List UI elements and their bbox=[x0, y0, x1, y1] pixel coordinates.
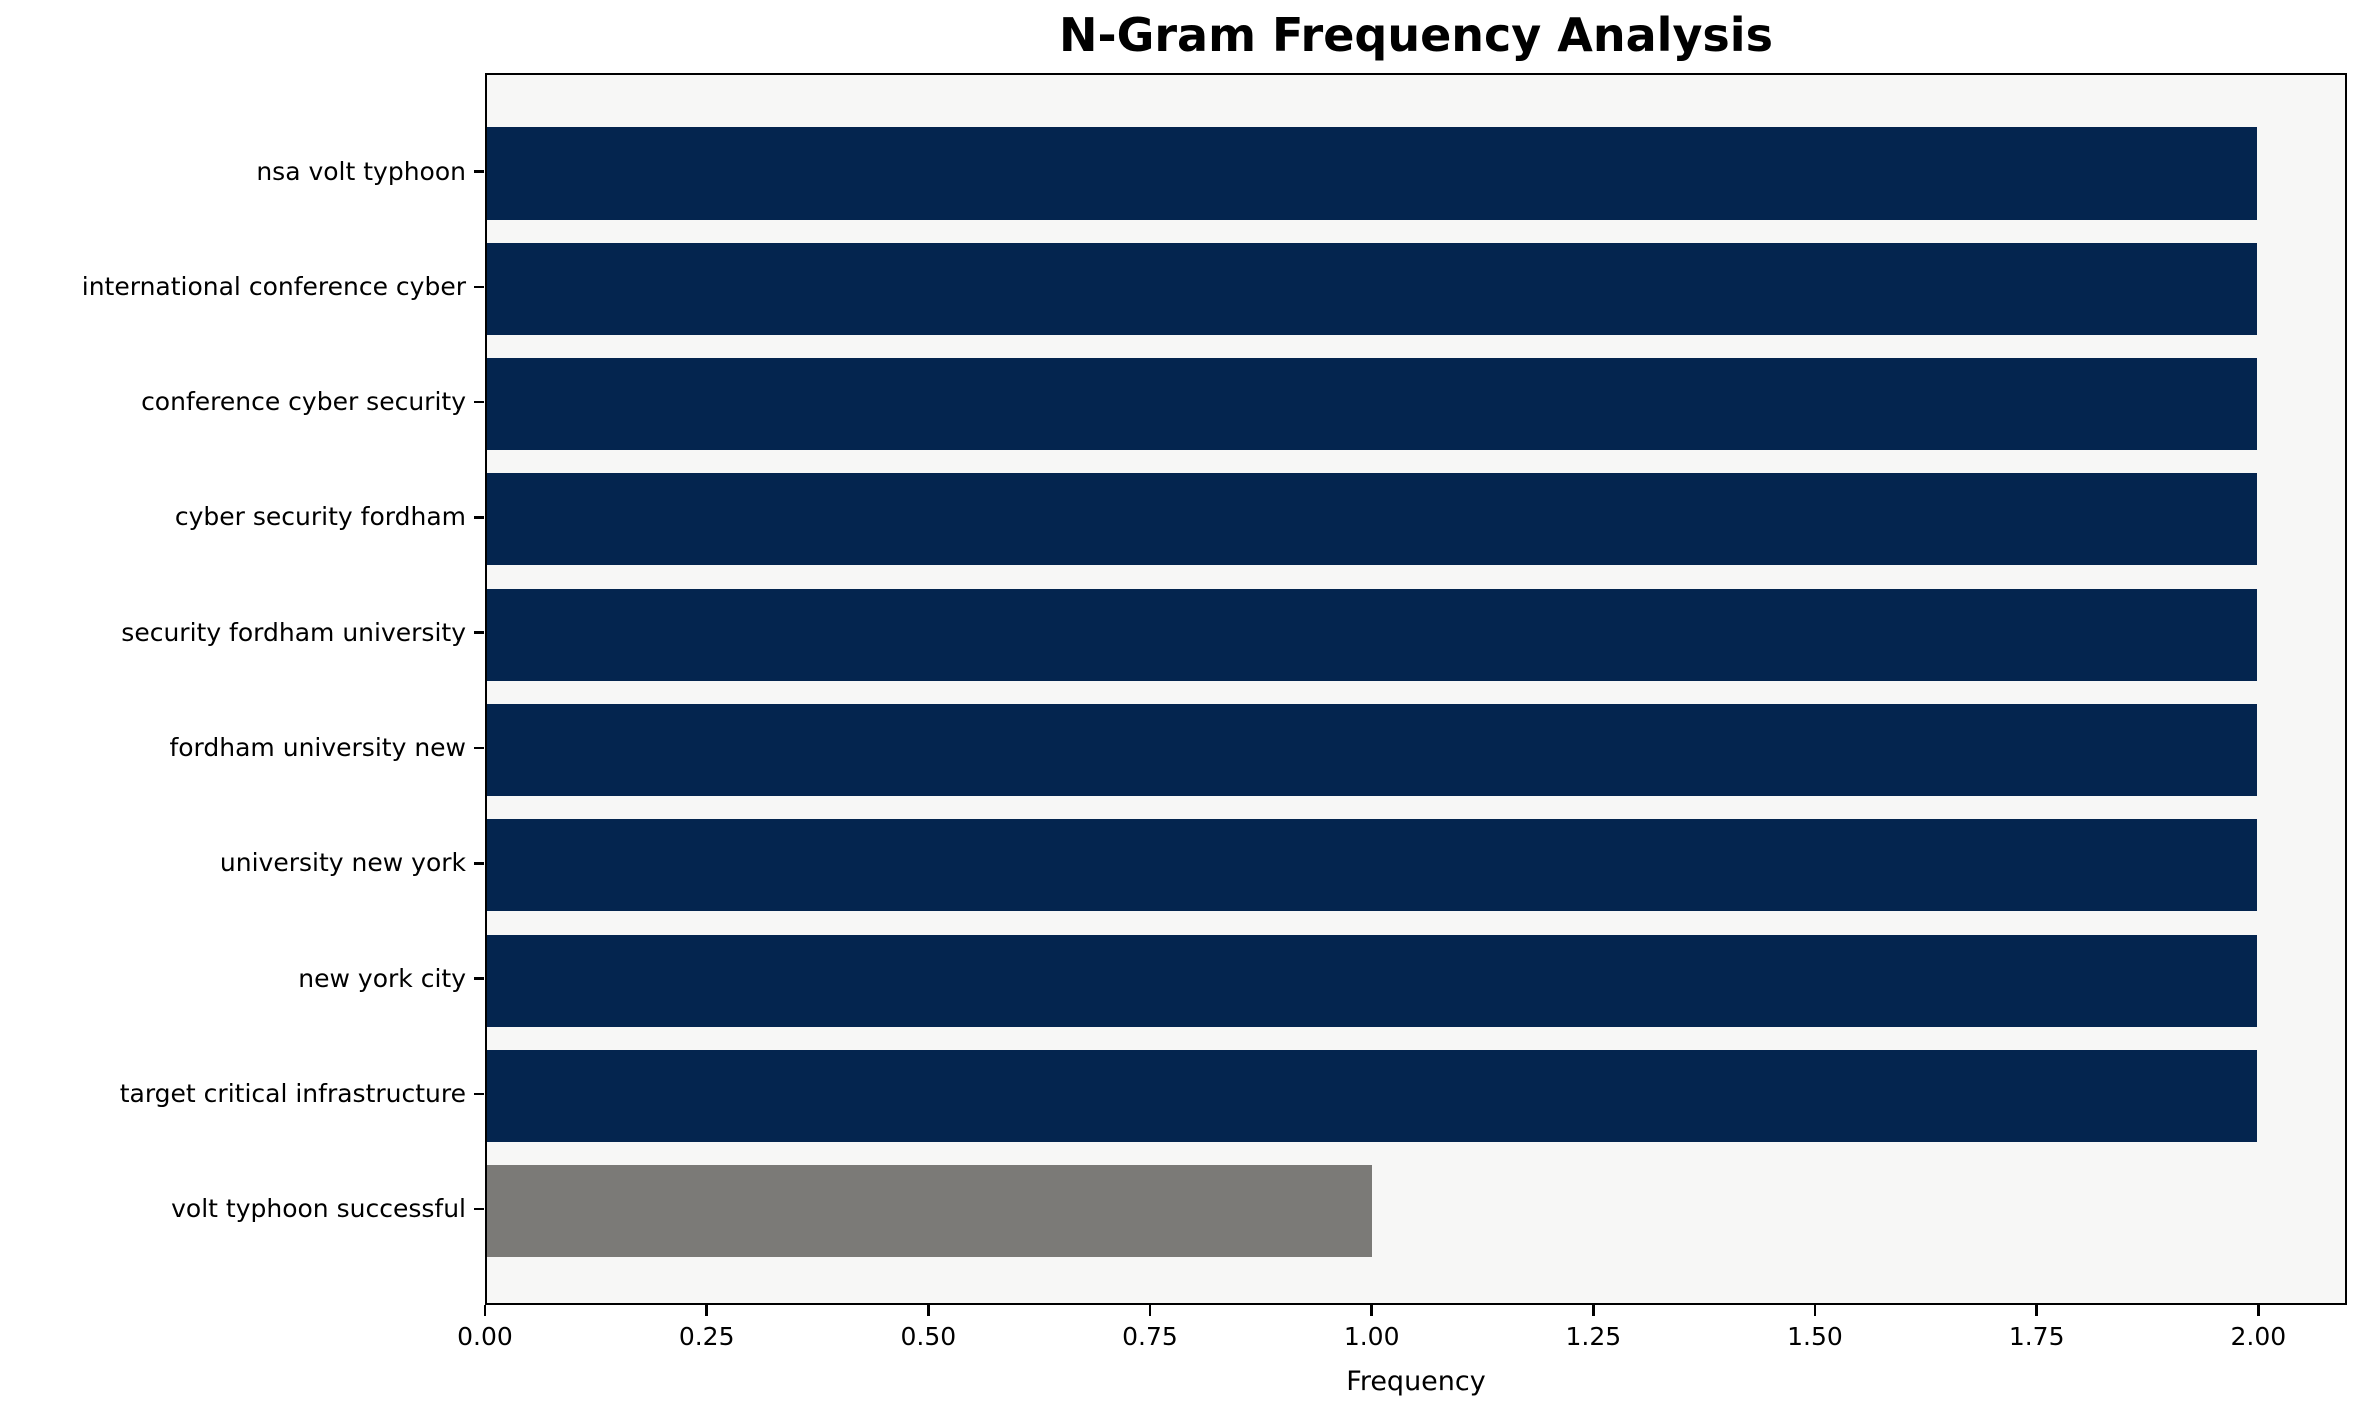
y-tick-label: international conference cyber bbox=[81, 271, 466, 301]
y-tick-mark bbox=[474, 746, 484, 750]
y-tick-mark bbox=[474, 1092, 484, 1096]
bar bbox=[487, 242, 2257, 335]
y-tick-mark bbox=[474, 285, 484, 289]
y-tick-label: university new york bbox=[219, 848, 466, 878]
x-tick-label: 0.75 bbox=[1122, 1322, 1178, 1351]
y-tick-mark bbox=[474, 977, 484, 980]
chart-title: N-Gram Frequency Analysis bbox=[1059, 8, 1773, 62]
y-tick-mark bbox=[474, 862, 484, 865]
x-tick-mark bbox=[1370, 1305, 1373, 1316]
y-tick-label: conference cyber security bbox=[141, 387, 466, 417]
x-tick-label: 0.25 bbox=[678, 1322, 735, 1351]
plot-area bbox=[485, 73, 2347, 1305]
x-tick-label: 0.00 bbox=[457, 1322, 513, 1351]
x-tick-label: 1.00 bbox=[1343, 1322, 1400, 1351]
y-tick-mark bbox=[474, 400, 484, 404]
y-tick-label: security fordham university bbox=[121, 617, 466, 647]
y-tick-mark bbox=[474, 1207, 484, 1211]
y-tick-mark bbox=[474, 516, 484, 519]
x-tick-mark bbox=[705, 1305, 708, 1316]
x-tick-mark bbox=[2257, 1305, 2260, 1316]
y-tick-label: target critical infrastructure bbox=[119, 1078, 466, 1108]
bar bbox=[487, 358, 2257, 451]
x-tick-mark bbox=[1148, 1305, 1152, 1316]
bar bbox=[487, 473, 2257, 566]
x-tick-label: 1.75 bbox=[2008, 1322, 2065, 1351]
y-tick-label: nsa volt typhoon bbox=[256, 156, 466, 186]
bar bbox=[487, 819, 2257, 912]
bar bbox=[487, 934, 2257, 1027]
x-tick-label: 0.50 bbox=[900, 1322, 957, 1351]
x-tick-mark bbox=[1592, 1305, 1595, 1316]
x-tick-mark bbox=[483, 1305, 487, 1316]
bar bbox=[487, 1165, 1372, 1258]
y-tick-label: new york city bbox=[298, 963, 466, 993]
y-tick-label: fordham university new bbox=[169, 733, 466, 762]
x-tick-label: 1.50 bbox=[1787, 1322, 1843, 1351]
bar bbox=[487, 703, 2257, 797]
bar bbox=[487, 1049, 2257, 1142]
bar bbox=[487, 127, 2257, 220]
x-axis-label: Frequency bbox=[1346, 1366, 1486, 1397]
x-tick-mark bbox=[927, 1305, 930, 1316]
x-tick-label: 2.00 bbox=[2230, 1322, 2287, 1351]
y-tick-label: cyber security fordham bbox=[174, 502, 466, 532]
x-tick-label: 1.25 bbox=[1565, 1322, 1622, 1351]
y-tick-label: volt typhoon successful bbox=[171, 1194, 466, 1224]
y-tick-mark bbox=[474, 631, 484, 634]
bar bbox=[487, 588, 2257, 681]
x-tick-mark bbox=[2035, 1305, 2038, 1316]
x-tick-mark bbox=[1813, 1305, 1817, 1316]
y-tick-mark bbox=[474, 170, 484, 173]
